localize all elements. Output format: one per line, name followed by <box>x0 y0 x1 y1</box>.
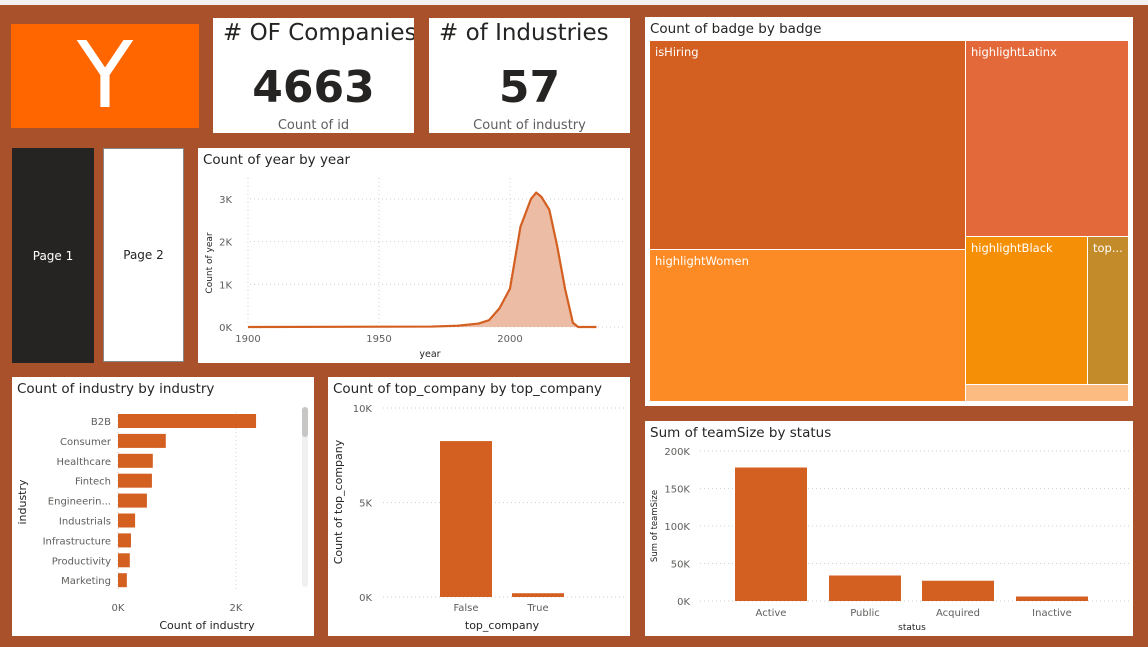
category-label: False <box>453 603 478 614</box>
category-label: B2B <box>91 417 111 428</box>
bar-true <box>512 593 564 597</box>
y-tick-label: 1K <box>219 280 232 291</box>
treemap-tile-highlightlatinx[interactable]: highlightLatinx <box>965 40 1129 237</box>
kpi-title: # OF Companies <box>223 20 414 46</box>
category-label: Fintech <box>75 477 111 488</box>
x-tick-label: 2000 <box>497 334 522 345</box>
kpi-card-companies: # OF Companies 4663 Count of id <box>213 18 414 133</box>
category-label: Consumer <box>60 437 112 448</box>
x-tick-label: 1950 <box>366 334 391 345</box>
bar-infrastructure <box>118 533 131 548</box>
x-tick-label: 2K <box>230 603 243 614</box>
chart-title: Count of industry by industry <box>17 381 215 397</box>
page-2-button[interactable]: Page 2 <box>103 148 184 362</box>
tile-label: highlightLatinx <box>971 45 1057 59</box>
top-company-chart-svg: Count of top_company top_company 0K 5K 10K… <box>332 404 626 632</box>
scrollbar-track[interactable] <box>302 407 308 587</box>
treemap-tile-highlightwomen[interactable]: highlightWomen <box>649 249 966 402</box>
bar-consumer <box>118 433 166 448</box>
treemap-tile-ishiring[interactable]: isHiring <box>649 40 966 250</box>
chart-title: Count of year by year <box>203 152 351 168</box>
y-tick-label: 100K <box>664 522 690 533</box>
kpi-title: # of Industries <box>439 20 609 46</box>
year-chart-svg: Count of year year 0K 1K 2K 3K 1900 1950 2000 <box>205 178 623 360</box>
kpi-card-industries: # of Industries 57 Count of industry <box>429 18 630 133</box>
industry-chart-svg: industry Count of industry B2B Consumer He… <box>16 407 308 632</box>
y-tick-label: 0K <box>677 597 690 608</box>
category-label: Industrials <box>59 517 111 528</box>
y-tick-label: 0K <box>219 323 232 334</box>
y-axis-label: Count of top_company <box>332 439 345 564</box>
bar-b2b <box>118 414 257 428</box>
chart-title: Sum of teamSize by status <box>650 425 832 441</box>
x-tick-label: 1900 <box>235 334 260 345</box>
scrollbar-thumb[interactable] <box>302 407 308 437</box>
industry-chart: Count of industry by industry industry C… <box>12 377 314 636</box>
kpi-subtitle: Count of id <box>277 118 350 133</box>
bar-healthcare <box>118 453 153 468</box>
x-axis-label: status <box>898 623 926 633</box>
kpi-subtitle: Count of industry <box>473 118 586 133</box>
yc-logo: Y <box>11 24 199 128</box>
y-tick-label: 150K <box>664 485 690 496</box>
x-axis-label: year <box>419 349 440 360</box>
status-chart: Sum of teamSize by status Sum of teamSiz… <box>645 421 1133 636</box>
y-tick-label: 0K <box>359 593 372 604</box>
x-tick-label: 0K <box>112 603 125 614</box>
treemap-tile-top[interactable]: top... <box>1087 236 1129 385</box>
category-label: Public <box>850 608 880 619</box>
category-label: True <box>526 603 548 614</box>
kpi-value: 57 <box>498 62 561 113</box>
chart-title: Count of top_company by top_company <box>333 381 603 397</box>
tile-label: top... <box>1093 241 1123 255</box>
bar-public <box>829 575 901 601</box>
y-tick-label: 3K <box>219 195 232 206</box>
y-tick-label: 2K <box>219 238 232 249</box>
logo-letter: Y <box>76 22 134 129</box>
bar-fintech <box>118 473 152 488</box>
tile-label: highlightWomen <box>655 254 749 268</box>
category-label: Infrastructure <box>43 536 111 547</box>
category-label: Acquired <box>936 608 980 619</box>
bar-engineerin <box>118 493 147 508</box>
year-chart: Count of year by year Count of year year… <box>198 148 630 363</box>
x-axis-label: top_company <box>465 619 540 632</box>
category-label: Healthcare <box>56 457 111 468</box>
tile-label: isHiring <box>655 45 699 59</box>
y-tick-label: 5K <box>359 499 372 510</box>
top-strip <box>0 0 1148 5</box>
category-label: Productivity <box>52 556 111 567</box>
treemap-tile-highlightblack[interactable]: highlightBlack <box>965 236 1088 385</box>
page-1-button[interactable]: Page 1 <box>12 148 94 363</box>
x-axis-label: Count of industry <box>159 619 255 632</box>
bar-active <box>735 467 807 601</box>
bar-marketing <box>118 573 127 588</box>
category-label: Engineerin... <box>48 497 111 508</box>
status-chart-svg: Sum of teamSize status 0K 50K 100K 150K 200K… <box>650 447 1130 633</box>
bar-false <box>440 441 492 597</box>
area-line <box>247 191 597 329</box>
category-label: Active <box>756 608 787 619</box>
y-axis-label: Count of year <box>205 232 215 294</box>
area-fill <box>248 192 597 327</box>
tile-label: highlightBlack <box>971 241 1053 255</box>
y-axis-label: Sum of teamSize <box>650 490 660 562</box>
y-axis-label: industry <box>16 479 29 525</box>
badge-treemap: Count of badge by badge isHiring highlig… <box>645 17 1133 406</box>
treemap-tile-other[interactable] <box>965 384 1129 402</box>
bar-industrials <box>118 513 136 528</box>
bar-inactive <box>1016 596 1088 601</box>
top-company-chart: Count of top_company by top_company Coun… <box>328 377 630 636</box>
y-tick-label: 50K <box>671 560 691 571</box>
y-tick-label: 10K <box>353 404 373 415</box>
category-label: Marketing <box>61 576 111 587</box>
bar-productivity <box>118 553 130 568</box>
category-label: Inactive <box>1032 608 1072 619</box>
kpi-value: 4663 <box>252 62 375 113</box>
bar-acquired <box>922 580 994 601</box>
chart-title: Count of badge by badge <box>650 21 822 37</box>
y-tick-label: 200K <box>664 447 690 458</box>
